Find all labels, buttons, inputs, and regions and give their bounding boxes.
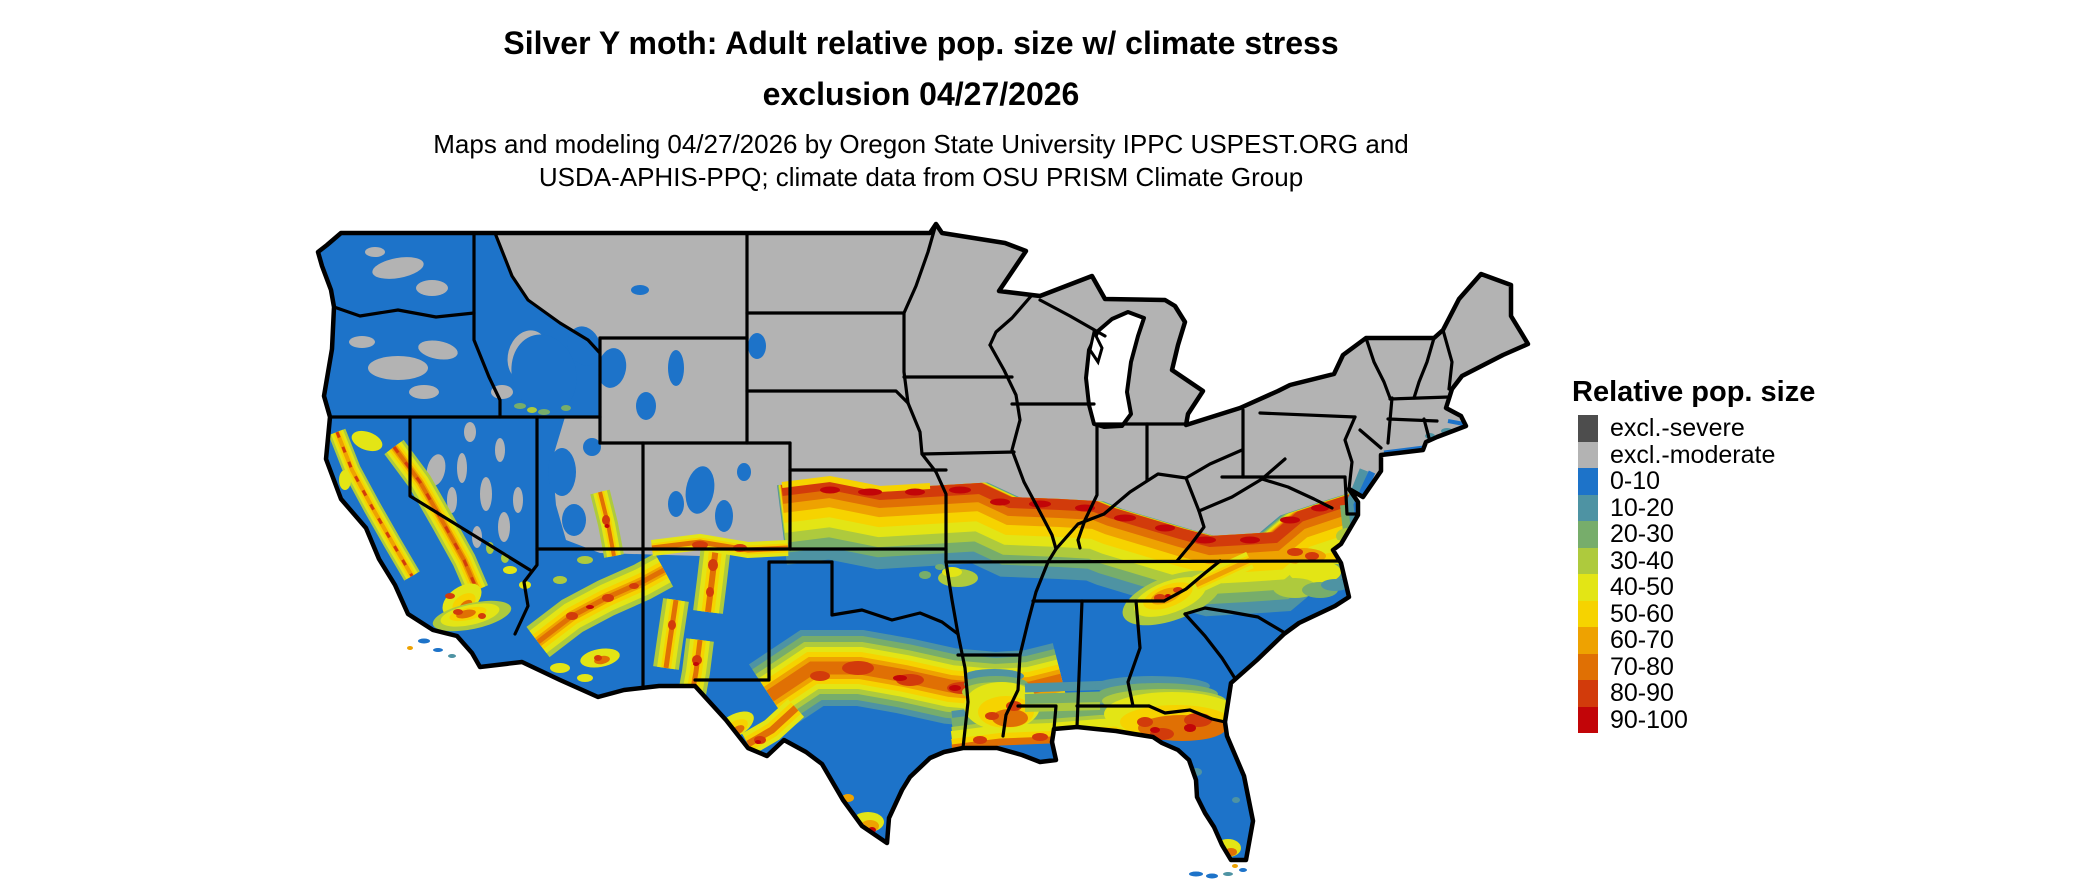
central-band-red-cores <box>820 486 1329 544</box>
page-subtitle-line1: Maps and modeling 04/27/2026 by Oregon S… <box>433 129 1409 159</box>
legend-swatch <box>1578 521 1598 548</box>
legend-title: Relative pop. size <box>1572 376 1816 408</box>
legend-swatch <box>1578 415 1598 442</box>
legend-swatch <box>1578 706 1598 733</box>
legend-label: 70-80 <box>1610 652 1674 681</box>
wasatch-red <box>602 515 610 528</box>
arizona-dots <box>503 556 639 682</box>
legend-item: 50-60 <box>1578 599 1815 628</box>
map-raster-layer <box>318 224 1528 860</box>
legend-item: 80-90 <box>1578 680 1815 707</box>
legend-swatch <box>1578 468 1598 495</box>
legend-item: 0-10 <box>1578 468 1815 495</box>
legend-item: 40-50 <box>1578 574 1815 601</box>
legend-swatch <box>1578 441 1598 468</box>
legend-item: excl.-moderate <box>1578 440 1815 469</box>
newmexico-red <box>668 559 718 666</box>
offshore-islands <box>407 638 1247 879</box>
green-bay <box>1088 327 1104 366</box>
state-borders <box>328 224 1454 750</box>
legend: Relative pop. size excl.-severe excl.-mod… <box>1572 377 1815 733</box>
legend-item: excl.-severe <box>1578 415 1815 442</box>
legend-item: 20-30 <box>1578 521 1815 548</box>
legend-swatch <box>1578 653 1598 680</box>
legend-label: 90-100 <box>1610 705 1688 734</box>
legend-item: 30-40 <box>1578 546 1815 575</box>
legend-label: 40-50 <box>1610 573 1674 601</box>
legend-swatch <box>1578 600 1598 627</box>
legend-label: 30-40 <box>1610 546 1674 575</box>
legend-item: 70-80 <box>1578 652 1815 681</box>
legend-swatch <box>1578 547 1598 574</box>
central-band <box>782 475 1405 576</box>
legend-label: 10-20 <box>1610 493 1674 522</box>
blue-patches <box>511 285 766 536</box>
california-blobs <box>339 430 512 632</box>
legend-label: excl.-moderate <box>1610 440 1776 469</box>
legend-label: 60-70 <box>1610 626 1674 654</box>
page-title-line2: exclusion 04/27/2026 <box>762 76 1080 112</box>
legend-swatch <box>1578 494 1598 521</box>
legend-swatch <box>1578 574 1598 601</box>
legend-item: 60-70 <box>1578 627 1815 654</box>
legend-items: excl.-severe excl.-moderate 0-10 10-20 20-30… <box>1578 415 1815 733</box>
national-outline <box>315 221 1531 863</box>
legend-item: 10-20 <box>1578 493 1815 522</box>
page-subtitle-line2: USDA-APHIS-PPQ; climate data from OSU PR… <box>538 162 1304 192</box>
legend-label: 0-10 <box>1610 467 1661 495</box>
page-title-line1: Silver Y moth: Adult relative pop. size … <box>503 25 1339 61</box>
legend-label: excl.-severe <box>1610 414 1745 442</box>
legend-label: 50-60 <box>1610 599 1674 628</box>
legend-label: 20-30 <box>1610 520 1674 548</box>
legend-swatch <box>1578 627 1598 654</box>
legend-item: 90-100 <box>1578 705 1815 734</box>
legend-label: 80-90 <box>1610 679 1674 707</box>
legend-swatch <box>1578 680 1598 707</box>
